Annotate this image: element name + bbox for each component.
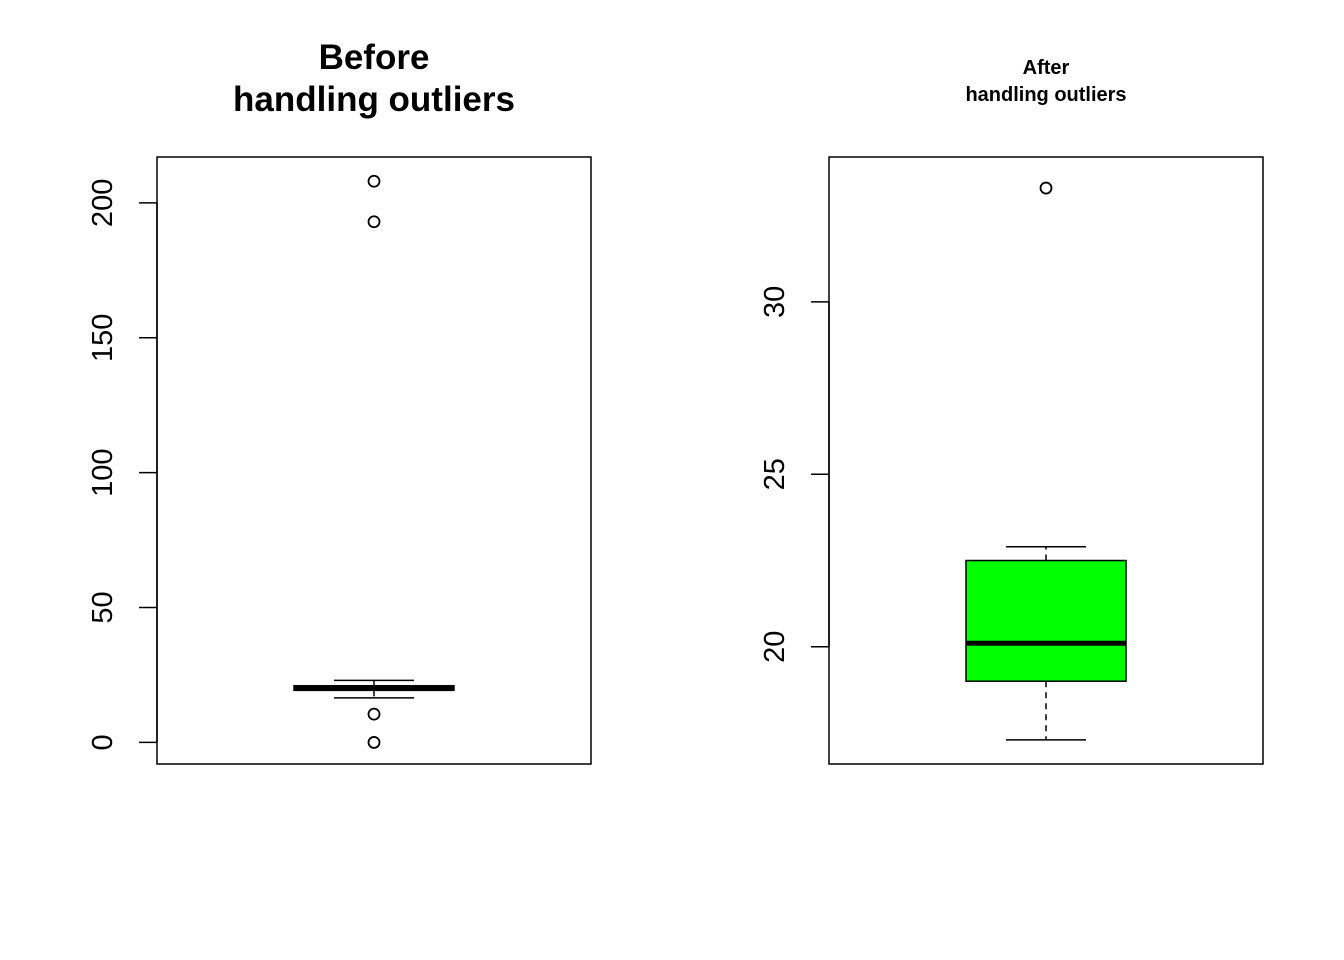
y-tick-label: 150 xyxy=(87,314,119,362)
outlier-point xyxy=(367,174,381,188)
y-tick-label: 0 xyxy=(87,734,119,750)
after-boxplot-panel: 20 25 30 xyxy=(759,156,1264,765)
y-tick-label: 20 xyxy=(759,631,791,663)
right-title-line-2: handling outliers xyxy=(965,84,1127,106)
iqr-box xyxy=(965,559,1127,682)
y-tick-label: 30 xyxy=(759,286,791,318)
y-tick-label: 50 xyxy=(87,591,119,623)
y-tick-label: 200 xyxy=(87,179,119,227)
y-tick-label: 100 xyxy=(87,448,119,496)
outlier-point xyxy=(1039,181,1053,195)
outlier-point xyxy=(367,736,381,749)
right-title-line-1: After xyxy=(1022,57,1070,79)
plot-frame xyxy=(156,156,592,765)
before-boxplot-panel: 0 50 100 150 200 xyxy=(87,156,592,765)
left-chart-title: Before handling outliers xyxy=(157,37,591,121)
outlier-point xyxy=(367,707,381,721)
y-tick-label: 25 xyxy=(759,458,791,490)
left-title-line-1: Before xyxy=(318,38,430,77)
right-chart-title: After handling outliers xyxy=(829,55,1263,109)
outlier-point xyxy=(367,215,381,229)
left-title-line-2: handling outliers xyxy=(233,80,515,119)
